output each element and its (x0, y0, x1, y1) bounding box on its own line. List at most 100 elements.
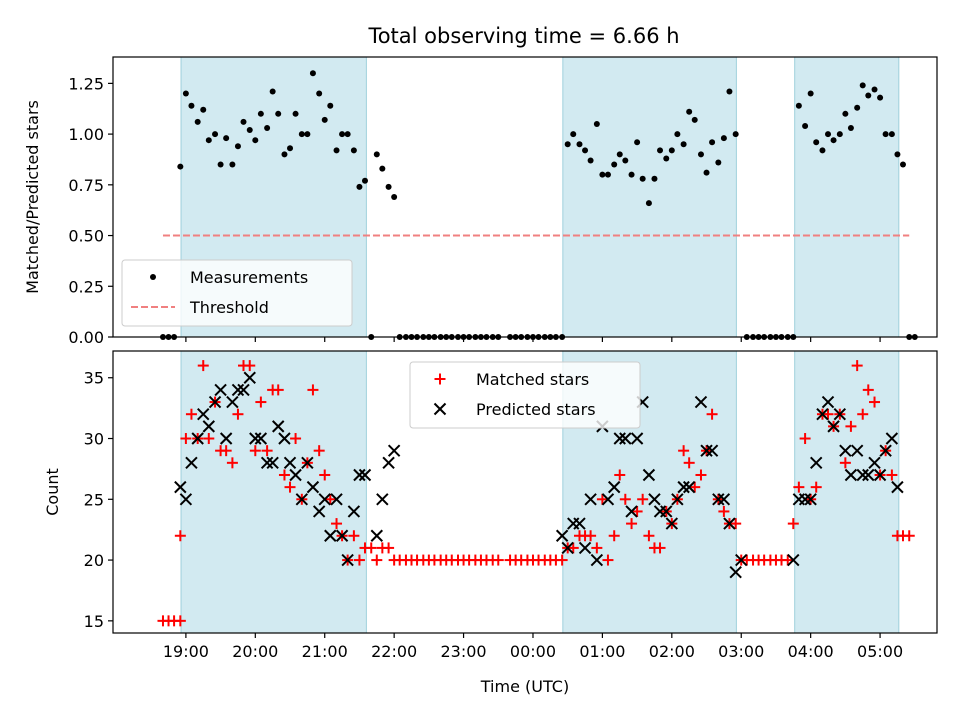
measurement-point (899, 161, 906, 168)
matched-star-point (353, 554, 365, 566)
x-tick-label: 20:00 (232, 642, 278, 661)
predicted-star-point (891, 480, 904, 494)
matched-stars-points (157, 360, 915, 627)
measurement-point (217, 161, 224, 168)
matched-star-point (203, 433, 215, 445)
time-x-axis: 19:00 20:00 21:00 22:00 23:00 00:00 01:00 02:00… (163, 633, 903, 661)
predicted-star-point (630, 432, 644, 445)
measurement-point (859, 82, 866, 89)
measurement-point (564, 141, 571, 148)
matched-star-point (324, 493, 336, 505)
measurement-point (593, 120, 600, 127)
legend-predicted-label: Predicted stars (476, 400, 596, 419)
measurement-point (715, 159, 722, 166)
legend-measurements-label: Measurements (190, 268, 308, 287)
observing-interval-1 (180, 350, 367, 634)
predicted-star-point (723, 517, 736, 530)
measurement-point (668, 147, 675, 154)
measurement-point (182, 90, 189, 97)
predicted-star-point (243, 371, 256, 384)
matched-star-point (822, 408, 834, 420)
measurement-point (200, 106, 207, 113)
matched-star-point (567, 542, 579, 554)
predicted-star-point (208, 395, 222, 409)
predicted-star-point (289, 468, 302, 482)
matched-star-point (631, 505, 643, 517)
legend-matched-marker (434, 373, 446, 385)
matched-star-point (261, 445, 273, 457)
measurement-point (645, 200, 652, 207)
count-panel-frame (112, 350, 938, 634)
measurement-point (795, 102, 802, 109)
measurement-point (865, 92, 872, 99)
chart-title: Total observing time = 6.66 h (367, 24, 679, 48)
predicted-star-point (590, 553, 604, 567)
x-axis-label: Time (UTC) (480, 677, 569, 696)
measurement-point (726, 88, 733, 95)
measurement-point (663, 155, 670, 162)
predicted-star-point (810, 456, 823, 470)
predicted-star-point (885, 432, 899, 445)
matched-star-point (643, 530, 655, 542)
measurement-point (709, 139, 716, 146)
measurement-point (888, 131, 895, 138)
measurement-point (604, 171, 611, 178)
y-tick-label: 15 (84, 612, 104, 631)
matched-star-point (787, 518, 799, 530)
predicted-star-point (573, 517, 586, 530)
predicted-star-point (787, 553, 800, 567)
measurement-point (651, 175, 658, 182)
predicted-star-point (839, 444, 852, 457)
predicted-star-point (370, 529, 383, 542)
matched-star-point (869, 396, 881, 408)
matched-star-point (862, 384, 874, 396)
predicted-star-point (682, 480, 696, 494)
measurement-point (732, 131, 739, 138)
matched-star-point (272, 384, 284, 396)
predicted-star-point (214, 383, 227, 397)
measurement-point (582, 147, 589, 154)
legend-predicted-marker (433, 402, 447, 416)
predicted-star-point (821, 395, 835, 409)
predicted-star-point (648, 493, 661, 506)
predicted-star-point (601, 493, 615, 506)
measurement-point (344, 131, 351, 138)
legend-plus (434, 373, 446, 385)
predicted-star-point (798, 493, 812, 506)
matched-star-point (348, 530, 360, 542)
predicted-star-point (254, 432, 268, 445)
matched-star-point (851, 360, 863, 372)
matched-star-point (596, 493, 608, 505)
predicted-star-point (735, 553, 748, 567)
measurement-point (720, 135, 727, 142)
measurement-point (576, 141, 583, 148)
predicted-star-point (584, 493, 597, 506)
matched-star-point (608, 530, 620, 542)
predicted-star-point (660, 505, 673, 518)
y-tick-label: 1.00 (68, 125, 104, 144)
predicted-star-point (844, 468, 858, 482)
predicted-star-point (705, 444, 719, 457)
measurement-point (680, 141, 687, 148)
matched-star-point (226, 457, 238, 469)
matched-star-point (678, 445, 690, 457)
predicted-star-point (283, 456, 297, 470)
measurement-point (691, 116, 698, 123)
predicted-star-point (226, 395, 239, 409)
count-y-axis: 15 20 25 30 35 (84, 369, 113, 631)
count-y-label: Count (43, 468, 62, 516)
matched-star-point (180, 433, 192, 445)
predicted-star-point (185, 456, 198, 470)
measurement-point (894, 151, 901, 158)
ratio-panel: 0.00 0.25 0.50 0.75 1.00 1.25 Matched/Predict… (23, 56, 938, 347)
predicted-star-point (347, 505, 361, 518)
measurement-point (246, 127, 253, 134)
predicted-star-point (665, 517, 679, 530)
matched-star-point (619, 493, 631, 505)
matched-star-point (365, 542, 377, 554)
predicted-star-point (619, 432, 632, 445)
matched-star-point (683, 457, 695, 469)
matched-star-point (903, 530, 915, 542)
predicted-star-point (833, 407, 847, 421)
ratio-legend: Measurements Threshold (121, 259, 353, 327)
